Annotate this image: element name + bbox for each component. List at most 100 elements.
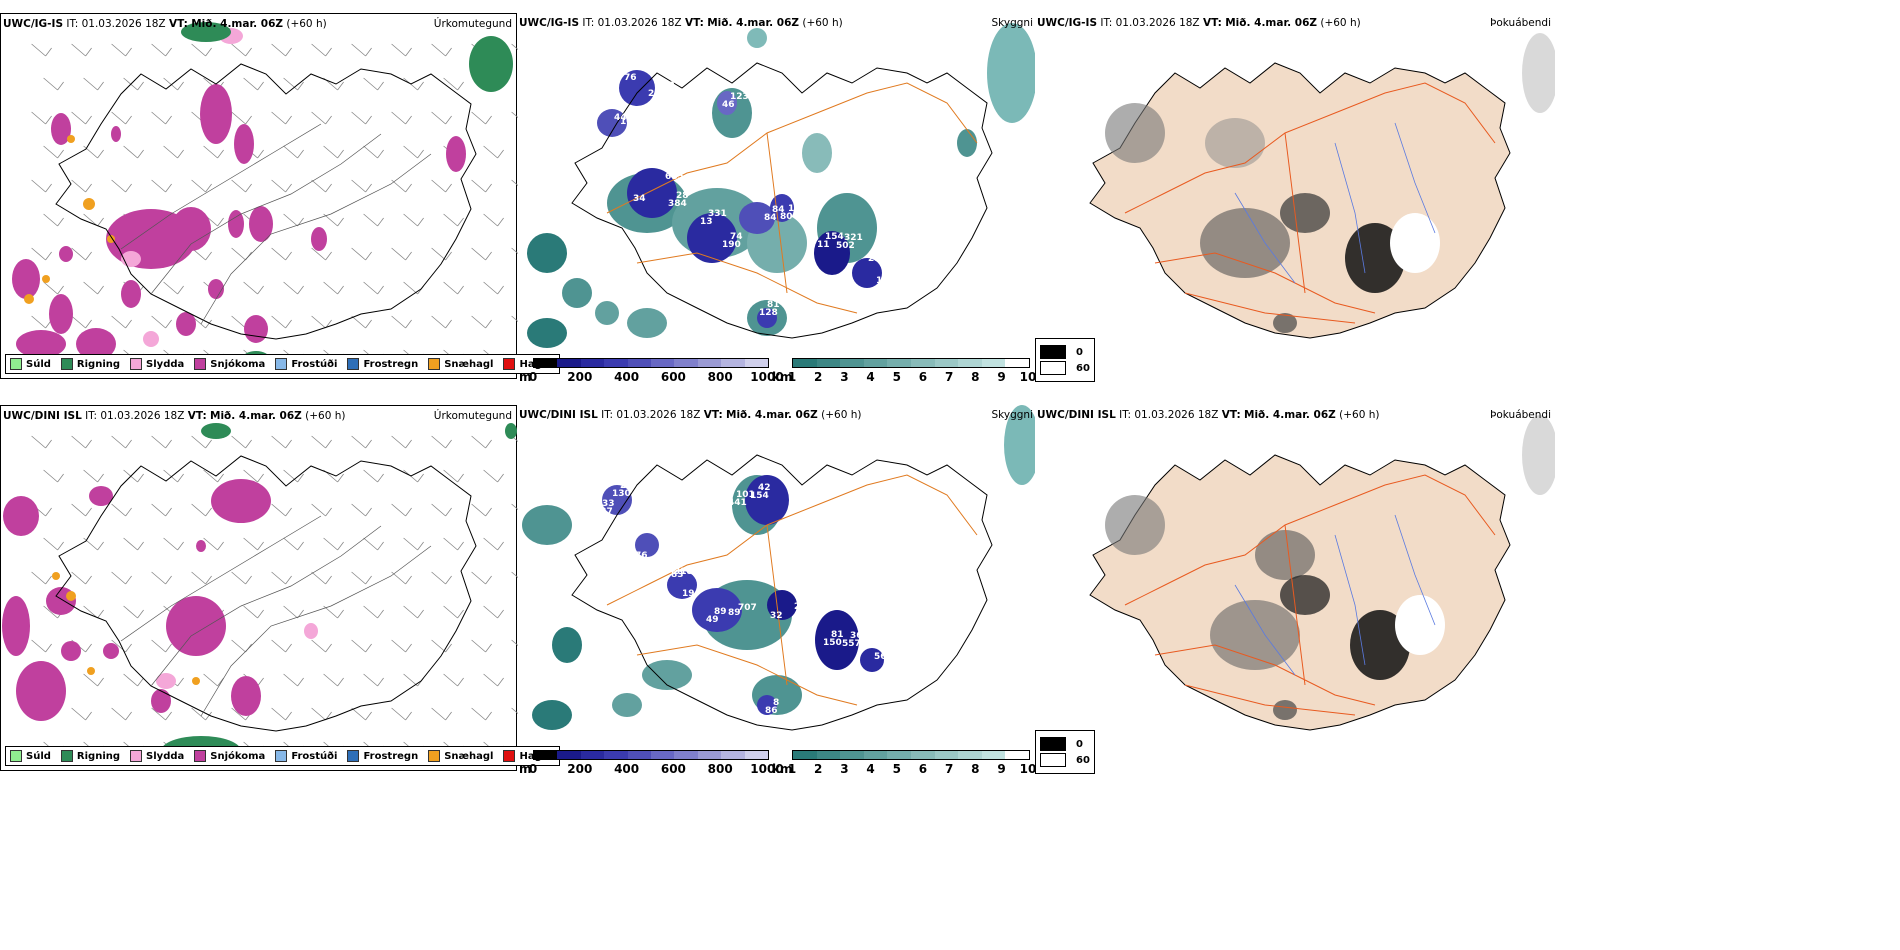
ceiling-value-label: 29	[648, 89, 661, 99]
fog-key-swatch	[1040, 753, 1066, 767]
wind-barb	[311, 43, 332, 57]
iceland-coast	[55, 63, 477, 340]
wind-barb	[483, 145, 504, 159]
ceiling-value-label: 84	[764, 213, 777, 223]
wind-barb	[311, 571, 332, 585]
ceiling-value-label: 89	[728, 608, 741, 618]
wind-barb	[471, 707, 492, 721]
ceiling-visibility-map: 76 28 34 74 84 321 120 12 123 81 44 28 331 154 153 49 12…	[527, 23, 1035, 348]
wind-barb	[31, 43, 52, 57]
wind-barb	[443, 605, 464, 619]
legend-swatch	[130, 358, 143, 370]
colorbar-segment	[651, 751, 675, 759]
ceiling-value-label: 28	[676, 191, 689, 201]
fog-key-swatch	[1040, 361, 1066, 375]
wind-barb	[431, 503, 452, 517]
fog-key-row: 60	[1040, 361, 1090, 375]
colorbar-segment	[534, 359, 558, 367]
fog-key-swatch	[1040, 345, 1066, 359]
wind-barb	[511, 247, 518, 255]
legend-swatch	[347, 750, 360, 762]
legend-swatch	[10, 358, 22, 370]
wind-barb	[511, 179, 518, 187]
legend-item: Frostúði	[275, 750, 337, 762]
wind-barb	[71, 571, 92, 585]
colorbar-segment	[651, 359, 675, 367]
wind-barb	[43, 537, 64, 551]
roads	[1124, 474, 1496, 716]
wind-barbs	[31, 435, 518, 755]
wind-barb	[471, 111, 492, 125]
header-text: UWC/IG-IS IT: 01.03.2026 18Z VT: Mið. 4.…	[1037, 17, 1361, 29]
wind-barb	[31, 179, 52, 193]
precip-blobs	[12, 22, 513, 367]
fog-fields	[1105, 495, 1445, 720]
iceland-coast	[571, 454, 993, 731]
wind-barb	[323, 673, 344, 687]
iceland-coast	[55, 455, 477, 732]
wind-barb	[443, 213, 464, 227]
ceiling-fields	[602, 475, 884, 715]
colorbar-segment	[580, 751, 605, 759]
wind-barb	[271, 639, 292, 653]
ceiling-value-label: 331	[708, 209, 727, 219]
ceiling-value-label: 12	[788, 204, 801, 214]
wind-barb	[511, 435, 518, 443]
ceiling-value-label: 129	[882, 644, 901, 654]
legend-item: Slydda	[130, 358, 184, 370]
colorbar-segment	[721, 359, 745, 367]
wind-barb	[471, 179, 492, 193]
legend-item: Frostregn	[347, 358, 418, 370]
ceiling-value-label: 502	[836, 241, 855, 251]
wind-barb	[243, 605, 264, 619]
wind-barb	[231, 43, 252, 57]
visibility-fields	[527, 23, 1035, 348]
wind-barb	[271, 43, 292, 57]
wind-barb	[431, 111, 452, 125]
visibility-colorbar-bar	[792, 358, 1030, 368]
ceiling-value-label: 44	[614, 113, 627, 123]
wind-barb	[403, 77, 424, 91]
ceiling-value-label: 154	[750, 491, 769, 501]
colorbar-segment	[816, 751, 841, 759]
legend-swatch	[194, 358, 207, 370]
ceiling-panel-row1: 76 28 34 74 84 321 120 12 123 81 44 28 331 154 153 49 12…	[517, 13, 1036, 384]
wind-barb	[163, 537, 184, 551]
colorbar-segment	[981, 359, 1006, 367]
colorbar-segment	[910, 359, 935, 367]
wind-barb	[431, 639, 452, 653]
wind-barb	[351, 571, 372, 585]
wind-barb	[391, 503, 412, 517]
wind-barb	[43, 77, 64, 91]
wind-barb	[163, 77, 184, 91]
wind-barb	[151, 315, 172, 329]
wind-barb	[111, 179, 132, 193]
roads	[606, 474, 978, 706]
legend-swatch	[60, 358, 73, 370]
header-text: UWC/DINI ISL IT: 01.03.2026 18Z VT: Mið.…	[519, 409, 862, 421]
roads	[1124, 82, 1496, 324]
legend-item: Snæhagl	[428, 358, 493, 370]
ceiling-value-label: 123	[730, 92, 749, 102]
wind-barb	[483, 281, 504, 295]
wind-barb	[471, 247, 492, 261]
wind-barb	[31, 247, 52, 261]
header-text: UWC/DINI ISL IT: 01.03.2026 18Z VT: Mið.…	[3, 410, 346, 422]
fog-key-row: 0	[1040, 345, 1090, 359]
ceiling-value-label: 80	[780, 212, 793, 222]
wind-barb	[31, 435, 52, 449]
legend-item: Súld	[10, 750, 51, 762]
header-text: UWC/IG-IS IT: 01.03.2026 18Z VT: Mið. 4.…	[519, 17, 843, 29]
colorbar-segment	[1005, 751, 1029, 759]
wind-barb	[83, 145, 104, 159]
wind-barb	[403, 537, 424, 551]
colorbar-segment	[863, 751, 888, 759]
legend-swatch	[503, 358, 516, 370]
wind-barb	[83, 213, 104, 227]
ceiling-value-label: 685	[665, 172, 684, 182]
wind-barb	[323, 145, 344, 159]
wind-barb	[43, 469, 64, 483]
ceiling-value-label: 8	[773, 698, 779, 708]
wind-barb	[311, 639, 332, 653]
colorbar-segment	[816, 359, 841, 367]
